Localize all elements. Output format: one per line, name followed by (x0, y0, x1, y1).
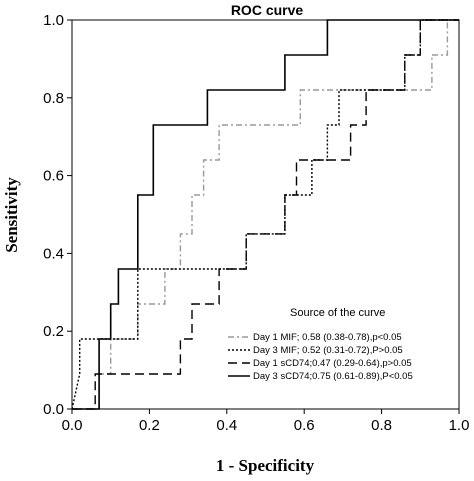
legend-entry: Day 1 MIF; 0.58 (0.38-0.78),p<0.05 (253, 332, 402, 343)
plot-frame (71, 19, 460, 410)
x-tick-label: 0.0 (62, 417, 83, 434)
y-tick-label: 1.0 (43, 12, 64, 29)
legend-entry: Day 3 MIF; 0.52 (0.31-0.72),P>0.05 (253, 345, 403, 356)
x-tick-label: 1.0 (449, 417, 470, 434)
x-tick-label: 0.4 (216, 417, 237, 434)
legend: Source of the curve Day 1 MIF; 0.58 (0.3… (228, 307, 413, 382)
x-axis-title: 1 - Specificity (216, 456, 315, 475)
y-tick-label: 0.6 (43, 168, 64, 185)
roc-curves (71, 19, 459, 410)
legend-entry: Day 3 sCD74;0.75 (0.61-0.89),P<0.05 (253, 371, 413, 382)
legend-title: Source of the curve (290, 307, 385, 319)
legend-entry: Day 1 sCD74;0.47 (0.29-0.64),p>0.05 (253, 358, 412, 369)
y-axis-title: Sensitivity (2, 177, 21, 253)
y-tick-label: 0.8 (43, 90, 64, 107)
x-tick-label: 0.2 (139, 417, 160, 434)
roc-curve-3 (72, 19, 459, 410)
x-tick-label: 0.8 (371, 417, 392, 434)
legend-items: Day 1 MIF; 0.58 (0.38-0.78),p<0.05 Day 3 … (228, 332, 413, 382)
x-tick-label: 0.6 (294, 417, 315, 434)
chart-title: ROC curve (231, 2, 304, 18)
y-tick-label: 0.4 (43, 245, 64, 262)
roc-curve-1 (72, 19, 459, 410)
roc-curve-2 (71, 19, 459, 410)
y-tick-label: 0.0 (43, 401, 64, 418)
y-tick-label: 0.2 (43, 323, 64, 340)
roc-curve-4 (72, 19, 459, 410)
axis-ticks: 0.0 0.2 0.4 0.6 0.8 1.0 0.0 0.2 0.4 0.6 0.8 1.0 (43, 12, 469, 434)
